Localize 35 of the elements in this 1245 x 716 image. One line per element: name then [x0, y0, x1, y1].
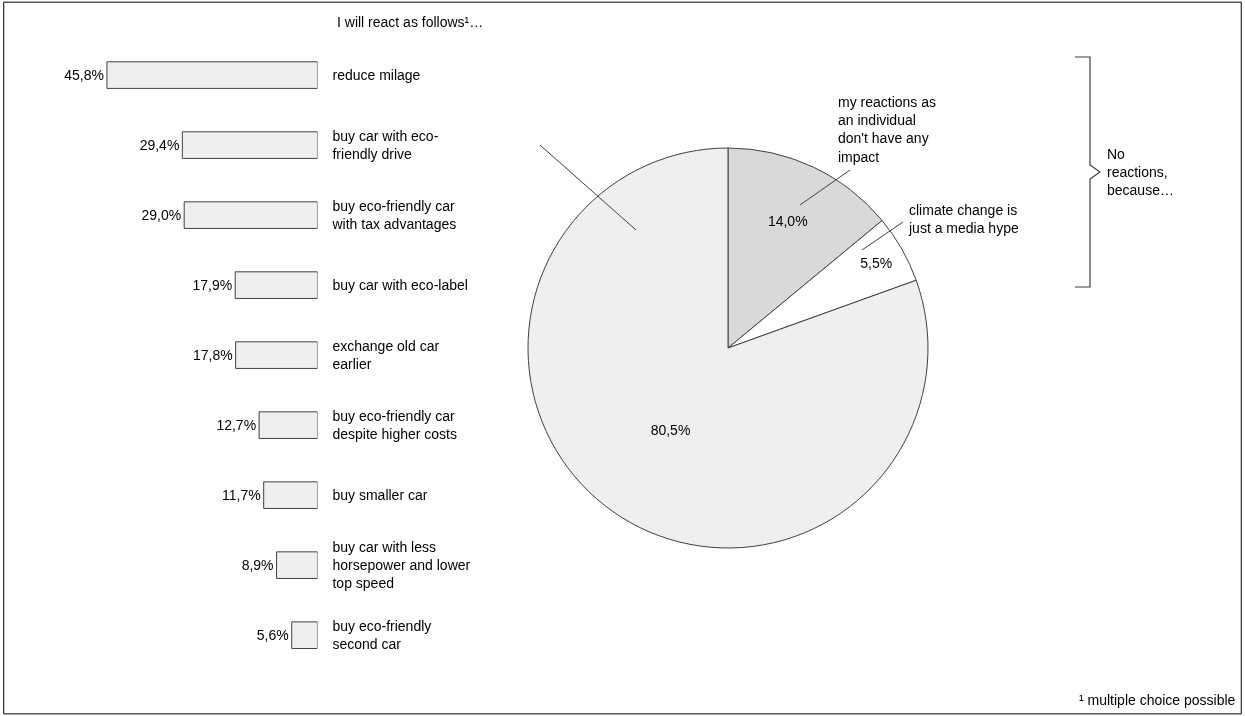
y-tick-label: buy eco-friendly car with tax advantages — [331, 197, 457, 233]
bar — [234, 271, 318, 299]
y-tick-label: buy smaller car — [332, 487, 428, 504]
bar — [235, 341, 318, 369]
bar — [106, 61, 318, 89]
y-tick-label: buy car with eco-label — [332, 277, 468, 294]
y-tick-label: buy car with less horsepower and lower top speed — [332, 538, 471, 592]
data-label: 80,5% — [650, 421, 691, 438]
data-label: 5,6% — [256, 627, 289, 644]
bar — [181, 131, 318, 159]
data-label: 17,9% — [192, 277, 233, 294]
y-tick-label: buy car with eco-friendly drive — [332, 127, 439, 163]
y-tick-label: reduce milage — [332, 67, 421, 83]
bar — [276, 551, 318, 579]
bar — [183, 201, 318, 229]
bar — [263, 481, 318, 509]
bar — [258, 411, 318, 439]
data-label: 29,4% — [139, 137, 180, 154]
text: I will react as follows¹… — [337, 14, 484, 30]
y-tick-label: buy eco-friendly second car — [332, 617, 432, 653]
text: ¹ multiple choice possible — [1079, 692, 1236, 708]
text: No reactions, because… — [1107, 146, 1174, 199]
data-label: 12,7% — [216, 417, 257, 434]
data-label: 17,8% — [192, 347, 233, 364]
slice-label: my reactions as an individual don't have any impact — [838, 94, 937, 165]
data-label: 14,0% — [767, 213, 808, 230]
y-tick-label: exchange old car earlier — [332, 337, 440, 373]
data-label: 45,8% — [64, 67, 104, 84]
data-label: 29,0% — [141, 207, 182, 224]
data-label: 8,9% — [241, 557, 274, 574]
data-label: 11,7% — [222, 487, 261, 504]
bar — [291, 621, 318, 649]
y-tick-label: buy eco-friendly car despite higher costs — [332, 407, 458, 443]
data-label: 5,5% — [860, 255, 893, 272]
slice-label: climate change is just a media hype — [908, 202, 1019, 237]
